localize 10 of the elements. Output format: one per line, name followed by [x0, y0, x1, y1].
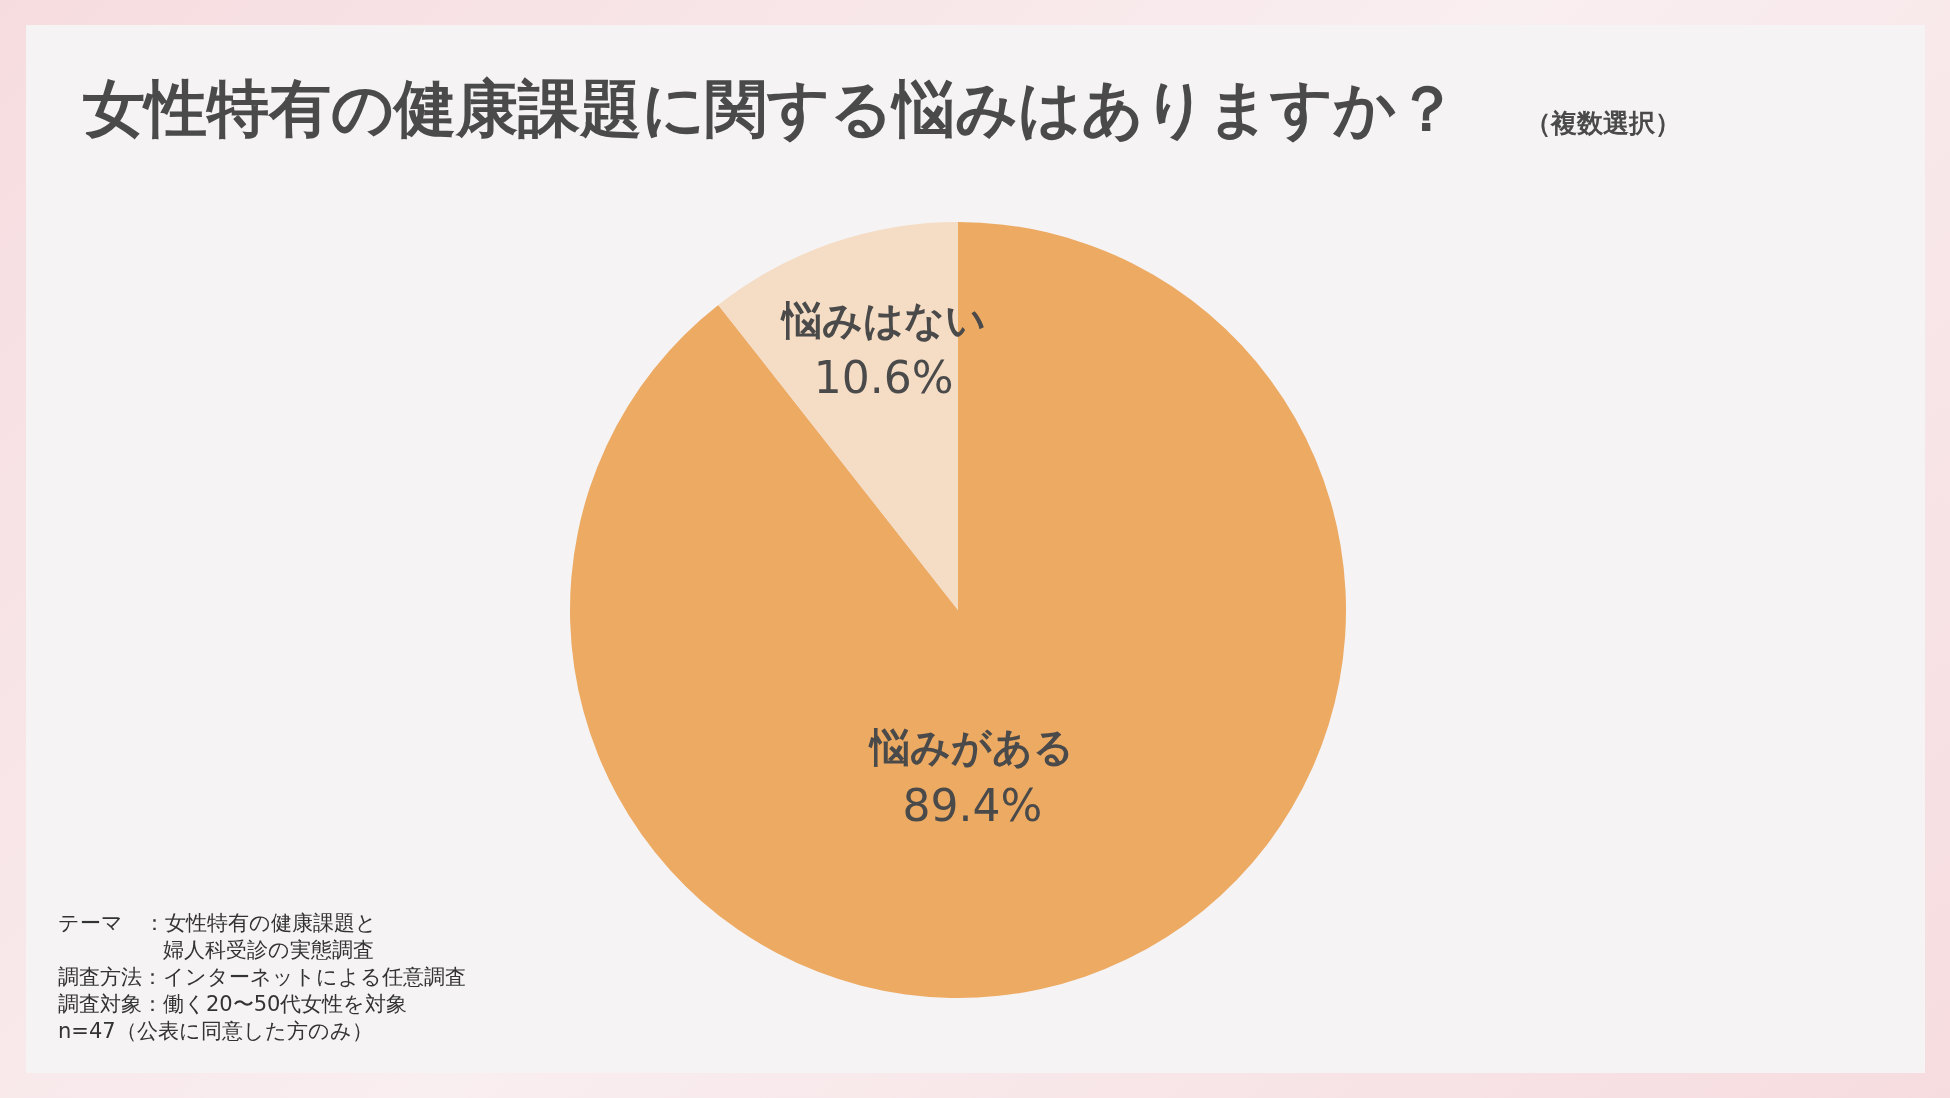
text: 調査対象：働く20〜50代女性を対象	[58, 991, 408, 1016]
data-label: 10.6%	[813, 352, 954, 404]
slice-label: 悩みがある	[868, 724, 1075, 771]
chart-title: 女性特有の健康課題に関する悩みはありますか？	[83, 71, 1458, 145]
data-label: 89.4%	[902, 779, 1043, 831]
text: テーマ ：女性特有の健康課題と	[58, 910, 377, 935]
text: n=47（公表に同意した方のみ）	[58, 1018, 373, 1043]
text: （複数選択）	[1525, 108, 1681, 138]
text: 調査方法：インターネットによる任意調査	[58, 964, 466, 989]
text: 婦人科受診の実態調査	[58, 937, 374, 962]
